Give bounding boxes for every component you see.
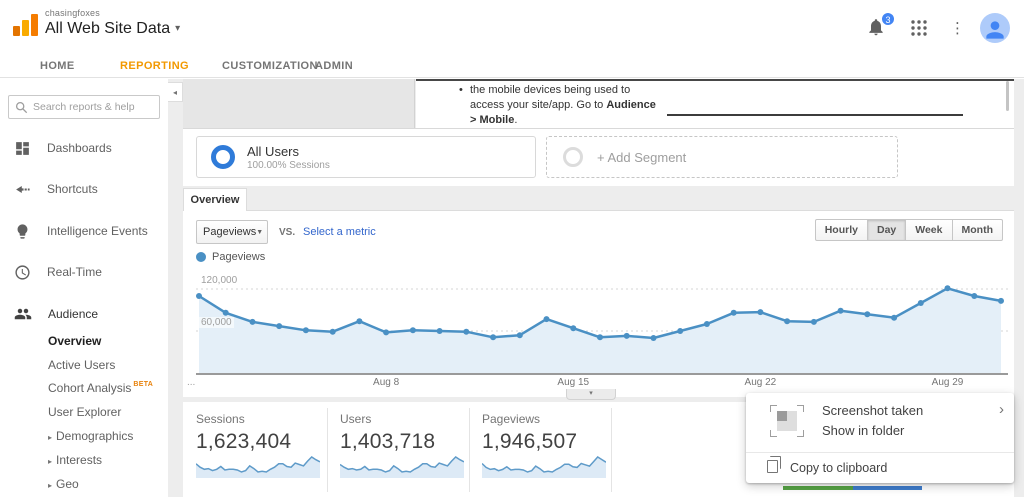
chart-card: Pageviews ▼ VS. Select a metric Hourly D… (183, 210, 1014, 400)
notification-count-badge: 3 (881, 12, 895, 26)
nav-tab-home[interactable]: HOME (40, 60, 75, 72)
granularity-hourly-button[interactable]: Hourly (814, 219, 868, 241)
x-axis-tick-label: Aug 29 (931, 377, 964, 388)
granularity-day-button[interactable]: Day (867, 219, 907, 241)
chart-collapse-button[interactable]: ▾ (566, 389, 616, 400)
divider (327, 408, 328, 492)
divider (469, 408, 470, 492)
nav-tab-admin[interactable]: ADMIN (315, 60, 354, 72)
sidebar: Dashboards Shortcuts Intelligence Events… (0, 79, 168, 497)
vs-label: VS. (279, 227, 296, 238)
segment-all-users[interactable]: All Users 100.00% Sessions (196, 136, 536, 178)
shortcuts-arrow-icon (16, 185, 30, 193)
granularity-buttons: Hourly Day Week Month (814, 219, 1003, 241)
axis-left-ellipsis: ... (187, 377, 196, 388)
divider (611, 408, 612, 492)
x-axis-labels: Aug 8 Aug 15 Aug 22 Aug 29 (196, 377, 1008, 391)
chevron-down-icon: ▾ (175, 23, 181, 34)
apps-grid-icon[interactable] (910, 19, 928, 37)
metric-dropdown[interactable]: Pageviews ▼ (196, 220, 268, 244)
app-header: chasingfoxes All Web Site Data ▾ 3 ⋮ (0, 0, 1024, 60)
sidebar-item-interests[interactable]: ▸ Interests (48, 453, 103, 467)
chevron-right-icon[interactable]: › (999, 401, 1004, 418)
divider (746, 452, 1014, 453)
copy-to-clipboard-button[interactable]: Copy to clipboard (746, 453, 1014, 483)
notifications-bell-icon[interactable]: 3 (866, 12, 895, 39)
user-avatar[interactable] (980, 13, 1010, 43)
y-axis-tick-label: 60,000 (199, 317, 234, 328)
sessions-sparkline (195, 456, 321, 478)
screenshot-notification-popup: Screenshot taken Show in folder › Copy t… (746, 393, 1014, 483)
search-input[interactable] (33, 101, 153, 113)
expand-triangle-icon: ▸ (48, 481, 53, 490)
metric-pageviews[interactable]: Pageviews 1,946,507 (481, 412, 612, 483)
sidebar-collapse-button[interactable]: ◂ (168, 82, 183, 102)
show-in-folder-link[interactable]: Show in folder (822, 423, 905, 438)
scrolled-panel-gray (183, 79, 415, 129)
copy-icon (767, 456, 781, 473)
pageviews-sparkline (481, 456, 607, 478)
chevron-left-icon: ◂ (172, 87, 177, 97)
beta-badge: BETA (133, 381, 154, 388)
popup-title: Screenshot taken (822, 403, 924, 418)
intelligence-bulb-icon (17, 223, 28, 239)
dashboards-icon (16, 141, 29, 155)
granularity-month-button[interactable]: Month (952, 219, 1003, 241)
chevron-down-icon: ▼ (256, 228, 264, 236)
metric-sessions[interactable]: Sessions 1,623,404 (195, 412, 326, 483)
sidebar-item-intelligence-events[interactable]: Intelligence Events (0, 220, 168, 242)
x-axis-tick-label: Aug 22 (744, 377, 777, 388)
real-time-clock-icon (15, 264, 30, 280)
primary-nav: HOME REPORTING CUSTOMIZATION ADMIN (0, 60, 1024, 78)
segment-title: All Users (247, 143, 300, 159)
onboarding-input-field[interactable] (667, 83, 963, 116)
bottom-blue-bar (853, 486, 922, 490)
sidebar-item-geo[interactable]: ▸ Geo (48, 477, 79, 491)
expand-triangle-icon: ▸ (48, 433, 53, 442)
sidebar-item-real-time[interactable]: Real-Time (0, 261, 168, 283)
chart-legend: Pageviews (196, 251, 265, 263)
search-icon (15, 101, 28, 113)
screenshot-thumbnail-icon (770, 405, 804, 437)
add-segment-button[interactable]: + Add Segment (546, 136, 898, 178)
select-metric-link[interactable]: Select a metric (303, 226, 376, 238)
nav-tab-reporting[interactable]: REPORTING (120, 60, 189, 72)
segment-ring-icon (211, 145, 235, 169)
analytics-logo-icon[interactable] (13, 12, 41, 36)
onboarding-note: • the mobile devices being used to acces… (459, 84, 656, 126)
scrollbar-thumb[interactable] (1006, 81, 1009, 111)
segment-subtitle: 100.00% Sessions (247, 159, 330, 171)
expand-triangle-icon: ▸ (48, 457, 53, 466)
account-name: chasingfoxes (45, 8, 100, 18)
property-selector[interactable]: All Web Site Data ▾ (45, 20, 181, 37)
granularity-week-button[interactable]: Week (906, 219, 953, 241)
sidebar-item-dashboards[interactable]: Dashboards (0, 137, 168, 159)
chart-svg[interactable] (196, 269, 1008, 373)
legend-dot-icon (196, 252, 206, 262)
x-axis-tick-label: Aug 8 (373, 377, 400, 388)
sidebar-item-shortcuts[interactable]: Shortcuts (0, 178, 168, 200)
bottom-green-bar (783, 486, 853, 490)
sidebar-item-cohort-analysis[interactable]: Cohort Analysis BETA (48, 381, 154, 395)
add-segment-ring-icon (563, 147, 583, 167)
report-search-box[interactable] (8, 95, 160, 119)
audience-people-icon (14, 308, 32, 320)
x-axis-line (196, 373, 1008, 375)
nav-tab-customization[interactable]: CUSTOMIZATION (222, 60, 318, 72)
segments-section: All Users 100.00% Sessions + Add Segment (183, 129, 1014, 186)
more-options-kebab-icon[interactable]: ⋮ (950, 20, 965, 37)
y-axis-tick-label: 120,000 (199, 275, 240, 286)
sidebar-item-demographics[interactable]: ▸ Demographics (48, 429, 134, 443)
tab-overview[interactable]: Overview (183, 188, 247, 211)
sidebar-item-audience-overview[interactable]: Overview (48, 334, 102, 348)
users-sparkline (339, 456, 465, 478)
sidebar-item-audience[interactable]: Audience (0, 303, 168, 325)
sidebar-item-user-explorer[interactable]: User Explorer (48, 405, 122, 419)
divider (183, 128, 1014, 129)
x-axis-tick-label: Aug 15 (557, 377, 590, 388)
metric-users[interactable]: Users 1,403,718 (339, 412, 470, 483)
pageviews-line-chart[interactable]: 60,000 120,000 (196, 269, 1008, 373)
sidebar-item-active-users[interactable]: Active Users (48, 358, 116, 372)
